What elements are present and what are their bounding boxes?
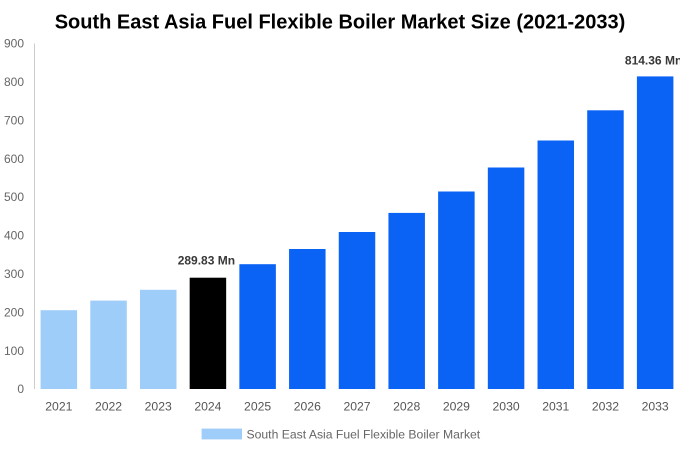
svg-text:2023: 2023 — [145, 400, 172, 414]
svg-text:500: 500 — [4, 190, 24, 204]
svg-text:400: 400 — [4, 229, 24, 243]
svg-text:2024: 2024 — [194, 400, 221, 414]
svg-text:289.83 Mn: 289.83 Mn — [178, 253, 235, 267]
svg-text:2032: 2032 — [592, 400, 619, 414]
svg-text:900: 900 — [4, 37, 24, 51]
svg-text:2021: 2021 — [45, 400, 72, 414]
svg-text:700: 700 — [4, 113, 24, 127]
svg-text:2029: 2029 — [443, 400, 470, 414]
svg-text:100: 100 — [4, 344, 24, 358]
svg-text:2025: 2025 — [244, 400, 271, 414]
svg-text:200: 200 — [4, 305, 24, 319]
svg-text:2030: 2030 — [493, 400, 520, 414]
svg-text:2033: 2033 — [642, 400, 669, 414]
svg-text:2026: 2026 — [294, 400, 321, 414]
svg-text:2027: 2027 — [343, 400, 370, 414]
svg-text:800: 800 — [4, 75, 24, 89]
svg-text:0: 0 — [17, 382, 24, 396]
svg-text:600: 600 — [4, 152, 24, 166]
svg-text:South East Asia Fuel Flexible: South East Asia Fuel Flexible Boiler Mar… — [55, 11, 626, 33]
svg-text:814.36 Mn: 814.36 Mn — [625, 54, 680, 68]
svg-text:300: 300 — [4, 267, 24, 281]
svg-text:2028: 2028 — [393, 400, 420, 414]
svg-text:South East Asia Fuel Flexible: South East Asia Fuel Flexible Boiler Mar… — [247, 428, 481, 442]
svg-text:2022: 2022 — [95, 400, 122, 414]
svg-text:2031: 2031 — [542, 400, 569, 414]
